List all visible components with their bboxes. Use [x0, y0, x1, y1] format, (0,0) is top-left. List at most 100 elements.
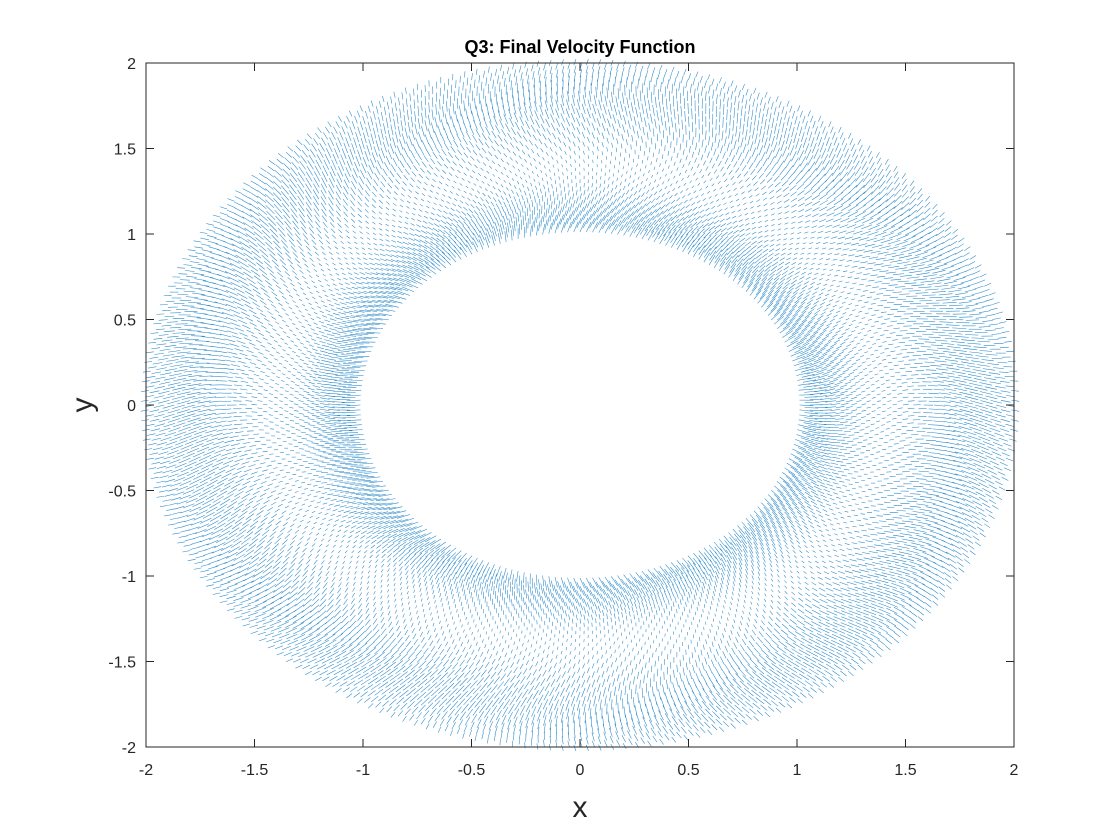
velocity-arrow	[507, 577, 510, 588]
velocity-arrow	[349, 277, 355, 280]
velocity-arrow	[832, 457, 841, 459]
velocity-arrow	[632, 647, 634, 652]
velocity-arrow	[767, 307, 777, 316]
velocity-arrow	[393, 197, 398, 201]
velocity-arrow	[653, 191, 658, 196]
velocity-arrow	[730, 601, 732, 606]
velocity-arrow	[767, 494, 777, 503]
velocity-arrow	[595, 179, 597, 184]
velocity-arrow	[795, 565, 799, 569]
velocity-arrow	[736, 603, 739, 607]
velocity-arrow	[788, 471, 799, 479]
velocity-arrow	[767, 298, 776, 308]
velocity-arrow	[325, 384, 336, 386]
velocity-arrow	[626, 189, 630, 195]
velocity-arrow	[310, 489, 315, 492]
velocity-arrow	[713, 586, 716, 592]
velocity-arrow	[337, 340, 348, 343]
velocity-arrow	[754, 257, 762, 264]
velocity-arrow	[295, 480, 299, 482]
velocity-arrow	[308, 505, 312, 507]
velocity-arrow	[393, 572, 396, 577]
velocity-arrow	[398, 527, 411, 533]
velocity-arrow	[541, 616, 543, 622]
velocity-arrow	[807, 477, 817, 483]
velocity-arrow	[452, 571, 457, 581]
velocity-arrow	[309, 291, 313, 295]
velocity-arrow	[285, 301, 290, 305]
velocity-arrow	[479, 185, 483, 189]
velocity-arrow	[698, 236, 706, 246]
velocity-arrow	[329, 419, 341, 422]
velocity-arrow	[793, 252, 798, 255]
velocity-arrow	[297, 281, 302, 286]
velocity-arrow	[794, 470, 805, 478]
velocity-arrow	[542, 195, 544, 202]
velocity-arrow	[781, 270, 788, 276]
velocity-arrow	[835, 399, 845, 403]
velocity-arrow	[329, 444, 341, 447]
velocity-arrow	[412, 584, 415, 589]
velocity-arrow	[629, 175, 632, 179]
velocity-arrow	[653, 179, 657, 183]
velocity-arrow	[366, 237, 371, 240]
velocity-arrow	[848, 313, 853, 316]
velocity-arrow	[459, 215, 466, 221]
velocity-arrow	[290, 357, 295, 360]
velocity-arrow	[657, 592, 661, 601]
velocity-arrow	[629, 573, 638, 584]
velocity-arrow	[321, 325, 328, 328]
velocity-arrow	[770, 573, 773, 577]
velocity-arrow	[665, 235, 672, 246]
velocity-arrow	[435, 572, 439, 580]
velocity-arrow	[364, 498, 378, 501]
velocity-arrow	[306, 350, 312, 353]
velocity-arrow	[605, 605, 609, 613]
velocity-arrow	[284, 417, 289, 419]
velocity-arrow	[715, 241, 723, 249]
velocity-arrow	[818, 529, 823, 533]
velocity-arrow	[314, 373, 322, 376]
velocity-arrow	[765, 524, 773, 533]
velocity-arrow	[288, 489, 293, 492]
velocity-arrow	[317, 377, 327, 380]
velocity-arrow	[782, 330, 794, 338]
velocity-arrow	[463, 629, 465, 633]
velocity-arrow	[876, 451, 881, 453]
velocity-arrow	[611, 596, 616, 605]
velocity-arrow	[436, 213, 441, 218]
velocity-arrow	[350, 370, 365, 372]
velocity-arrow	[377, 299, 391, 303]
velocity-arrow	[531, 221, 534, 232]
velocity-arrow	[322, 289, 326, 293]
velocity-arrow	[795, 323, 805, 331]
velocity-arrow	[316, 388, 325, 391]
velocity-arrow	[572, 206, 577, 216]
velocity-arrow	[538, 579, 541, 590]
velocity-arrow	[322, 517, 326, 521]
velocity-arrow	[878, 345, 883, 348]
velocity-arrow	[681, 562, 690, 573]
velocity-arrow	[640, 214, 648, 223]
velocity-arrow	[784, 580, 787, 584]
velocity-arrow	[773, 494, 783, 503]
velocity-arrow	[346, 287, 352, 290]
velocity-arrow	[641, 192, 645, 197]
velocity-arrow	[292, 322, 296, 326]
velocity-arrow	[721, 231, 728, 238]
velocity-arrow	[773, 298, 782, 308]
velocity-arrow	[836, 345, 843, 350]
velocity-arrow	[864, 507, 869, 509]
velocity-arrow	[756, 204, 761, 208]
velocity-arrow	[722, 197, 726, 200]
velocity-arrow	[599, 215, 606, 225]
velocity-arrow	[311, 414, 320, 417]
velocity-arrow	[298, 508, 303, 511]
velocity-arrow	[409, 559, 416, 566]
velocity-arrow	[356, 314, 368, 317]
velocity-arrow	[629, 204, 636, 212]
velocity-arrow	[892, 389, 897, 392]
velocity-arrow	[741, 615, 744, 620]
velocity-arrow	[350, 506, 360, 509]
velocity-arrow	[298, 310, 302, 313]
